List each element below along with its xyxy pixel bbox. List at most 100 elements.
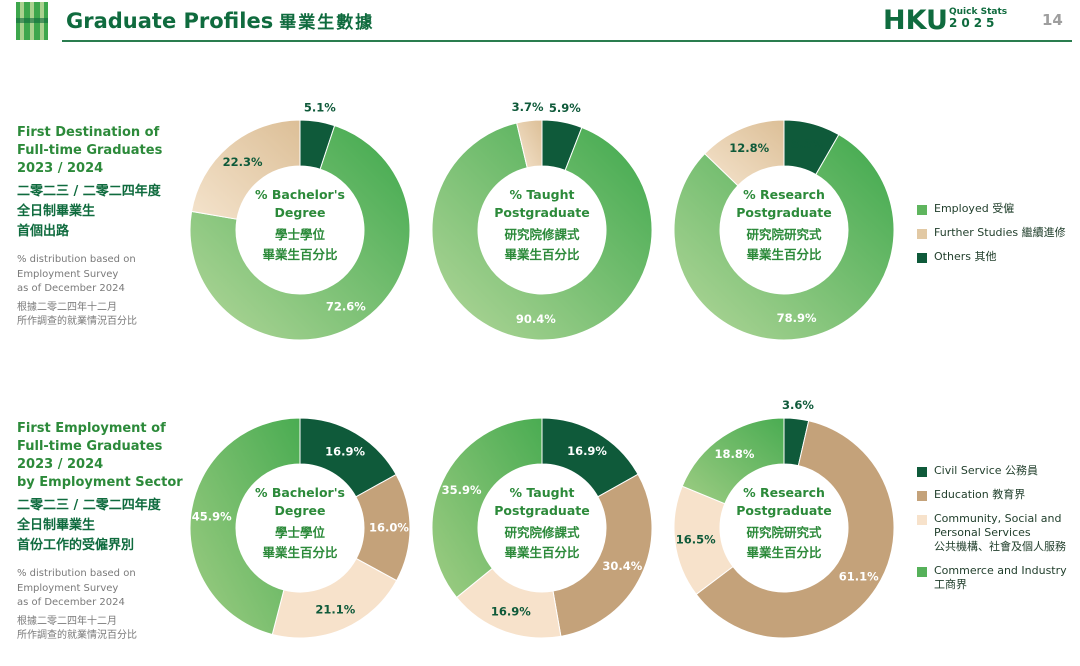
legend-swatch	[917, 491, 927, 501]
legend-item: Commerce and Industry 工商界	[917, 564, 1067, 592]
legend-label: Commerce and Industry 工商界	[934, 564, 1067, 591]
slice-value-label: 16.0%	[369, 521, 409, 535]
donut-chart: 16.9% 30.4% 16.9% 35.9% % Taught Postgraduate…	[431, 417, 653, 639]
donut-center-label: 畢業生百分比	[262, 545, 338, 560]
donut-center-label: 研究院研究式	[746, 227, 822, 242]
donut-center-label: 研究院修課式	[504, 227, 580, 242]
donut-center-label: Postgraduate	[736, 205, 831, 220]
donut-center-label: % Taught	[510, 187, 575, 202]
donut-center-label: 畢業生百分比	[504, 545, 580, 560]
slice-value-label: 30.4%	[602, 559, 642, 573]
slice-value-label: 16.5%	[676, 532, 716, 546]
slice-value-label: 72.6%	[326, 299, 366, 313]
legend-swatch	[917, 567, 927, 577]
slice-value-label: 90.4%	[516, 312, 556, 326]
legend-item: Education 教育界	[917, 488, 1067, 502]
legend-label: Further Studies 繼續進修	[934, 226, 1066, 239]
slice-value-label: 5.1%	[304, 101, 336, 115]
hku-logo-text: HKU	[883, 5, 948, 36]
page-title: Graduate Profiles 畢業生數據	[66, 9, 375, 33]
legend-swatch	[917, 515, 927, 525]
donut-chart: 3.6% 61.1% 16.5% 18.8% % Research Postgraduat…	[673, 398, 895, 639]
slice-value-label: 12.8%	[729, 141, 769, 155]
donut-slice	[191, 119, 301, 220]
donut-chart: 5.1% 72.6% 22.3% % Bachelor's Degree 學士學位畢業生百…	[189, 101, 411, 341]
legend-item: Employed 受僱	[917, 202, 1066, 216]
legend-item: Civil Service 公務員	[917, 464, 1067, 478]
donut-slice	[695, 420, 895, 639]
donut-slice	[673, 133, 895, 341]
donut-center-label: 畢業生百分比	[262, 247, 338, 262]
slice-value-label: 3.6%	[782, 398, 814, 412]
donut-center-label: % Bachelor's	[255, 485, 345, 500]
slice-value-label: 21.1%	[315, 603, 355, 617]
slice-value-label: 18.8%	[714, 447, 754, 461]
page-header: Graduate Profiles 畢業生數據 HKU Quick Stats 20…	[0, 0, 1080, 44]
section2-note-cn: 根據二零二四年十二月 所作調查的就業情況百分比	[17, 615, 137, 642]
slice-value-label: 8.3%	[791, 137, 823, 151]
donut-center-label: Postgraduate	[494, 205, 589, 220]
legend-label: Education 教育界	[934, 488, 1026, 501]
donut-slice	[552, 473, 653, 637]
legend-swatch	[917, 253, 927, 263]
legend-employment-sector: Civil Service 公務員 Education 教育界 Community,…	[917, 464, 1067, 602]
page-title-cn: 畢業生數據	[279, 13, 375, 33]
legend-label: Community, Social and Personal Services …	[934, 512, 1066, 553]
page-number: 14	[1042, 11, 1063, 29]
section2-note: % distribution based on Employment Surve…	[17, 568, 136, 608]
donut-center-label: Postgraduate	[494, 503, 589, 518]
donut-slice	[681, 417, 785, 505]
slice-value-label: 45.9%	[192, 510, 232, 524]
donut-center-label: % Bachelor's	[255, 187, 345, 202]
legend-label: Others 其他	[934, 250, 997, 263]
donut-slice	[431, 417, 543, 599]
legend-first-destination: Employed 受僱 Further Studies 繼續進修 Others 其他	[917, 202, 1066, 274]
legend-item: Further Studies 繼續進修	[917, 226, 1066, 240]
legend-swatch	[917, 229, 927, 239]
donut-slice	[189, 417, 301, 636]
slice-value-label: 35.9%	[442, 483, 482, 497]
donut-center-label: Degree	[275, 205, 326, 220]
legend-swatch	[917, 467, 927, 477]
legend-item: Community, Social and Personal Services …	[917, 512, 1067, 554]
legend-item: Others 其他	[917, 250, 1066, 264]
donut-center-label: % Research	[743, 187, 825, 202]
hku-stripes-logo	[16, 2, 48, 40]
legend-label: Civil Service 公務員	[934, 464, 1039, 477]
donut-chart: 16.9% 16.0% 21.1% 45.9% % Bachelor's Degree 學士…	[189, 417, 411, 639]
slice-value-label: 61.1%	[839, 569, 879, 583]
legend-swatch	[917, 205, 927, 215]
section1-heading-cn: 二零二三 / 二零二四年度 全日制畢業生 首個出路	[17, 184, 161, 239]
slice-value-label: 16.9%	[567, 444, 607, 458]
section1-description: First Destination of Full-time Graduates…	[17, 124, 187, 330]
donut-center-label: % Taught	[510, 485, 575, 500]
donut-center-label: 畢業生百分比	[746, 247, 822, 262]
donut-slice	[431, 122, 653, 341]
slice-value-label: 78.9%	[777, 311, 817, 325]
slice-value-label: 5.9%	[549, 101, 581, 115]
section1-note-cn: 根據二零二四年十二月 所作調查的就業情況百分比	[17, 301, 137, 328]
donut-center-label: 學士學位	[275, 525, 326, 540]
donut-center-label: Postgraduate	[736, 503, 831, 518]
donut-center-label: Degree	[275, 503, 326, 518]
donut-center-label: % Research	[743, 485, 825, 500]
donut-chart: 5.9% 90.4% 3.7% % Taught Postgraduate 研究院修課式畢…	[431, 100, 653, 341]
legend-label: Employed 受僱	[934, 202, 1015, 215]
donut-center-label: 研究院修課式	[504, 525, 580, 540]
quick-stats-label: Quick Stats 2025	[949, 7, 1008, 30]
section1-note: % distribution based on Employment Surve…	[17, 254, 136, 294]
donut-slice	[189, 124, 411, 341]
section2-heading: First Employment of Full-time Graduates …	[17, 421, 183, 490]
donut-slice	[516, 119, 543, 169]
section2-description: First Employment of Full-time Graduates …	[17, 420, 187, 644]
section1-heading: First Destination of Full-time Graduates…	[17, 125, 163, 176]
donut-center-label: 畢業生百分比	[504, 247, 580, 262]
donut-slice	[271, 557, 398, 639]
slice-value-label: 3.7%	[512, 100, 544, 114]
donut-center-label: 研究院研究式	[746, 525, 822, 540]
donut-center-label: 學士學位	[275, 227, 326, 242]
donut-chart: 8.3% 78.9% 12.8% % Research Postgraduate 研究院研…	[673, 119, 895, 341]
slice-value-label: 16.9%	[325, 444, 365, 458]
donut-center-label: 畢業生百分比	[746, 545, 822, 560]
